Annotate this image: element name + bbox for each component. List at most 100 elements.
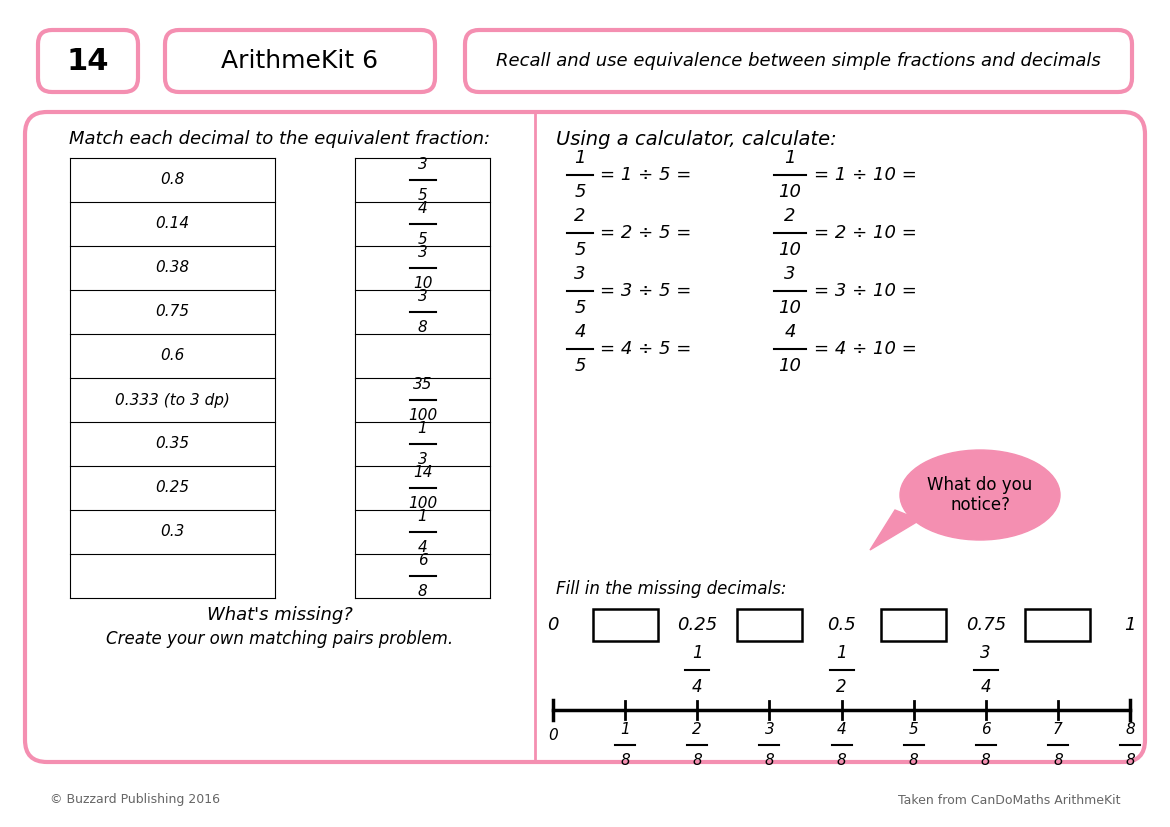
Text: Taken from CanDoMaths ArithmeKit: Taken from CanDoMaths ArithmeKit (897, 793, 1120, 806)
Text: What do you
notice?: What do you notice? (928, 476, 1033, 514)
Text: 0.14: 0.14 (156, 217, 190, 232)
Text: 0: 0 (548, 728, 558, 743)
Ellipse shape (900, 450, 1060, 540)
Text: 4: 4 (574, 323, 586, 341)
Text: 0.6: 0.6 (160, 348, 185, 364)
Text: 5: 5 (418, 188, 427, 203)
Text: 8: 8 (837, 753, 846, 768)
Text: 8: 8 (980, 753, 991, 768)
Text: 3: 3 (418, 157, 427, 172)
Text: 0.25: 0.25 (156, 480, 190, 495)
Text: 0.75: 0.75 (156, 304, 190, 319)
Text: 10: 10 (778, 183, 801, 201)
Text: 4: 4 (784, 323, 796, 341)
Text: = 1 ÷ 5 =: = 1 ÷ 5 = (600, 166, 691, 184)
Text: 2: 2 (837, 678, 847, 696)
Text: 4: 4 (837, 722, 846, 737)
Text: 8: 8 (693, 753, 702, 768)
Text: 5: 5 (909, 722, 918, 737)
Text: 10: 10 (413, 276, 432, 291)
Text: 1: 1 (837, 644, 847, 662)
FancyBboxPatch shape (464, 30, 1133, 92)
Text: 1: 1 (418, 509, 427, 524)
Bar (737, 609, 801, 641)
Text: 8: 8 (764, 753, 775, 768)
FancyBboxPatch shape (165, 30, 435, 92)
Bar (881, 609, 947, 641)
Text: 8: 8 (620, 753, 629, 768)
Text: 35: 35 (413, 377, 432, 392)
Text: 3: 3 (418, 452, 427, 467)
Text: 100: 100 (408, 496, 438, 511)
Text: 1: 1 (784, 149, 796, 167)
Text: 8: 8 (1126, 722, 1135, 737)
Text: 4: 4 (418, 201, 427, 216)
Text: Recall and use equivalence between simple fractions and decimals: Recall and use equivalence between simpl… (496, 52, 1100, 70)
Text: ArithmeKit 6: ArithmeKit 6 (221, 49, 379, 73)
Text: 0.5: 0.5 (827, 616, 856, 634)
Text: 3: 3 (764, 722, 775, 737)
Text: 6: 6 (418, 553, 427, 568)
Text: = 2 ÷ 5 =: = 2 ÷ 5 = (600, 224, 691, 242)
Text: 0.3: 0.3 (160, 524, 185, 539)
Text: 1: 1 (620, 722, 629, 737)
Text: 1: 1 (691, 644, 702, 662)
Text: 4: 4 (980, 678, 991, 696)
Text: 0.8: 0.8 (160, 173, 185, 188)
Text: 100: 100 (408, 408, 438, 423)
Text: 0.35: 0.35 (156, 437, 190, 452)
Text: 3: 3 (418, 245, 427, 260)
Text: Match each decimal to the equivalent fraction:: Match each decimal to the equivalent fra… (69, 130, 490, 148)
Text: = 1 ÷ 10 =: = 1 ÷ 10 = (814, 166, 917, 184)
Polygon shape (870, 510, 920, 550)
Text: What's missing?: What's missing? (207, 606, 353, 624)
Text: 8: 8 (1053, 753, 1062, 768)
Text: 5: 5 (574, 299, 586, 317)
Text: 8: 8 (418, 584, 427, 599)
Text: 5: 5 (574, 357, 586, 375)
Text: 0.25: 0.25 (677, 616, 717, 634)
Text: 10: 10 (778, 241, 801, 259)
Text: 3: 3 (980, 644, 991, 662)
Text: Create your own matching pairs problem.: Create your own matching pairs problem. (106, 630, 454, 648)
Text: 5: 5 (418, 232, 427, 247)
Text: 10: 10 (778, 299, 801, 317)
Text: 5: 5 (574, 241, 586, 259)
Text: 14: 14 (413, 465, 432, 480)
FancyBboxPatch shape (37, 30, 138, 92)
Text: 10: 10 (778, 357, 801, 375)
Text: 7: 7 (1053, 722, 1062, 737)
Text: = 3 ÷ 10 =: = 3 ÷ 10 = (814, 282, 917, 300)
Text: 2: 2 (693, 722, 702, 737)
Text: 0: 0 (548, 616, 559, 634)
Text: 3: 3 (784, 265, 796, 283)
Text: 3: 3 (574, 265, 586, 283)
Text: 14: 14 (67, 46, 109, 75)
Text: 6: 6 (980, 722, 991, 737)
Text: 8: 8 (909, 753, 918, 768)
Text: 2: 2 (574, 207, 586, 225)
Text: = 3 ÷ 5 =: = 3 ÷ 5 = (600, 282, 691, 300)
Text: 0.333 (to 3 dp): 0.333 (to 3 dp) (115, 393, 230, 408)
Text: 4: 4 (691, 678, 702, 696)
Bar (593, 609, 658, 641)
Text: 2: 2 (784, 207, 796, 225)
FancyBboxPatch shape (25, 112, 1145, 762)
Text: = 4 ÷ 10 =: = 4 ÷ 10 = (814, 340, 917, 358)
Text: 1: 1 (1124, 616, 1136, 634)
Text: 8: 8 (1126, 753, 1135, 768)
Text: = 2 ÷ 10 =: = 2 ÷ 10 = (814, 224, 917, 242)
Text: 8: 8 (418, 320, 427, 335)
Text: 0.75: 0.75 (965, 616, 1006, 634)
Bar (1025, 609, 1090, 641)
Text: Using a calculator, calculate:: Using a calculator, calculate: (556, 130, 837, 149)
Text: = 4 ÷ 5 =: = 4 ÷ 5 = (600, 340, 691, 358)
Text: 1: 1 (418, 421, 427, 436)
Text: 1: 1 (574, 149, 586, 167)
Text: 4: 4 (418, 540, 427, 555)
Text: 3: 3 (418, 289, 427, 304)
Text: © Buzzard Publishing 2016: © Buzzard Publishing 2016 (50, 793, 220, 806)
Text: 5: 5 (574, 183, 586, 201)
Text: Fill in the missing decimals:: Fill in the missing decimals: (556, 580, 786, 598)
Text: 0.38: 0.38 (156, 261, 190, 275)
